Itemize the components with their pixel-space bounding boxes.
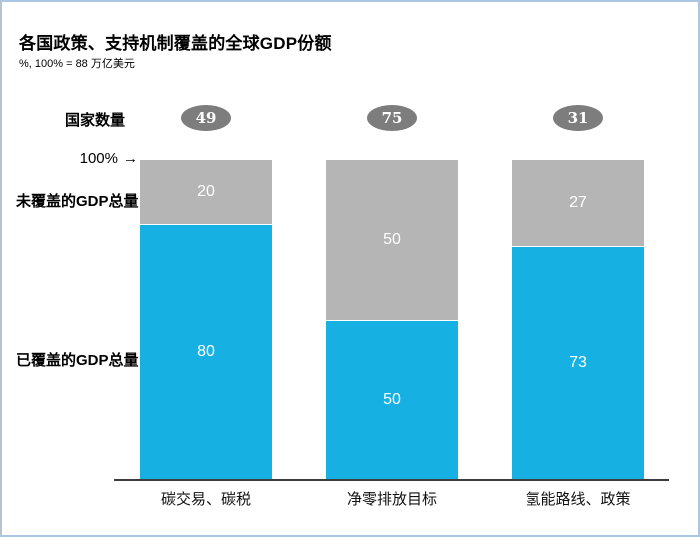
bar-segment-covered: 50 (326, 320, 458, 479)
segment-value-label: 73 (569, 354, 587, 371)
segment-value-label: 27 (569, 194, 587, 211)
bar-segment-covered: 80 (140, 224, 272, 479)
segment-value-label: 50 (383, 231, 401, 248)
bar-segment-uncovered: 27 (512, 160, 644, 246)
bar-segment-uncovered: 50 (326, 160, 458, 320)
bar-group: 50 50 (326, 160, 458, 479)
plot-area: 20 80 50 50 27 73 (2, 160, 698, 479)
series-label-covered: 已覆盖的GDP总量 (16, 352, 139, 369)
bar-segment-covered: 73 (512, 246, 644, 479)
bar-group: 27 73 (512, 160, 644, 479)
category-label: 碳交易、碳税 (160, 491, 251, 508)
bar-group: 20 80 (140, 160, 272, 479)
country-count-label: 国家数量 (65, 112, 126, 129)
axis-100-label: 100% (79, 150, 118, 167)
segment-value-label: 80 (197, 343, 215, 360)
country-count-badge: 75 (367, 105, 417, 131)
category-label: 净零排放目标 (346, 491, 437, 508)
axis-100-marker: 100% → (62, 150, 138, 167)
right-arrow-icon: → (123, 150, 138, 167)
bar-segment-uncovered: 20 (140, 160, 272, 224)
country-count-badge: 31 (553, 105, 603, 131)
chart-subtitle: %, 100% = 88 万亿美元 (19, 58, 135, 70)
country-count-badge: 49 (181, 105, 231, 131)
category-label: 氢能路线、政策 (525, 491, 631, 508)
x-axis-line (114, 479, 669, 481)
segment-value-label: 20 (197, 183, 215, 200)
segment-value-label: 50 (383, 391, 401, 408)
chart-title: 各国政策、支持机制覆盖的全球GDP份额 (19, 34, 332, 53)
series-label-uncovered: 未覆盖的GDP总量 (16, 193, 139, 210)
